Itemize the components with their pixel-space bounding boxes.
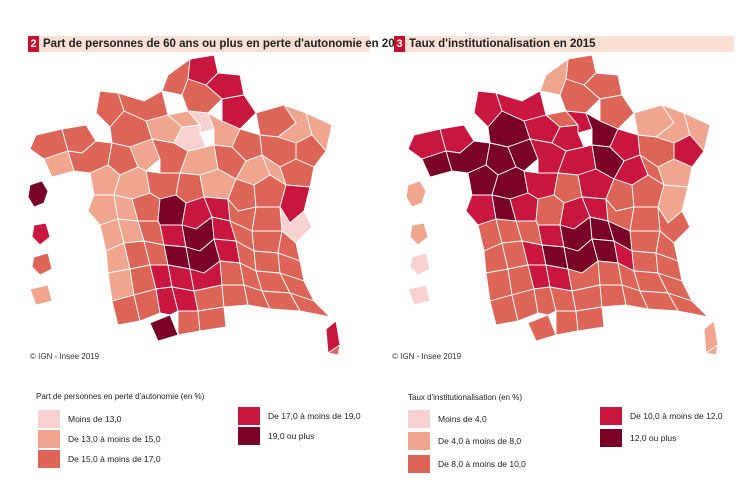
region <box>409 222 429 246</box>
legend-swatch <box>38 450 60 468</box>
region <box>565 110 593 134</box>
region <box>535 194 565 226</box>
legend-swatch <box>38 430 60 448</box>
region <box>221 94 257 130</box>
region <box>507 138 539 172</box>
left-map-title: Part de personnes de 60 ans ou plus en p… <box>43 38 408 50</box>
region <box>667 292 709 318</box>
legend-label: De 17,0 à moins de 19,0 <box>268 411 361 421</box>
legend-label: Moins de 13,0 <box>68 414 122 424</box>
left-map-badge: 2 <box>28 36 39 52</box>
right-legend-title: Taux d'institutionalisation (en %) <box>408 393 523 402</box>
right-map-regions <box>405 55 719 355</box>
region <box>527 314 557 342</box>
region <box>155 286 179 316</box>
region <box>129 138 161 172</box>
left-legend-title: Part de personnes en perte d'autonomie (… <box>36 392 205 401</box>
legend-label: De 15,0 à moins de 17,0 <box>68 454 161 464</box>
region <box>177 310 201 336</box>
region <box>327 344 341 355</box>
right-map-title: Taux d'institutionalisation en 2015 <box>409 38 596 50</box>
region <box>537 224 565 248</box>
legend-swatch <box>408 410 430 428</box>
legend-swatch <box>408 455 430 473</box>
region <box>599 94 635 130</box>
right-map-credit: © IGN - Insee 2019 <box>392 352 462 361</box>
region <box>631 250 659 274</box>
left-map-title-bar: 2 Part de personnes de 60 ans ou plus en… <box>28 36 407 52</box>
legend-swatch <box>600 407 622 425</box>
region <box>657 158 693 188</box>
region <box>157 194 187 226</box>
legend-label: De 10,0 à moins de 12,0 <box>630 411 723 421</box>
legend-label: 19,0 ou plus <box>268 431 315 441</box>
right-map-panel: 3 Taux d'institutionalisation en 2015 <box>378 0 750 500</box>
region <box>599 284 627 308</box>
region <box>289 292 331 318</box>
region <box>575 306 605 332</box>
region <box>279 158 315 188</box>
legend-label: Moins de 4,0 <box>438 414 487 424</box>
left-map-regions <box>27 55 341 355</box>
legend-label: De 4,0 à moins de 8,0 <box>438 436 522 446</box>
legend-swatch <box>38 410 60 428</box>
region <box>253 250 281 274</box>
region <box>221 284 249 308</box>
region <box>149 314 179 342</box>
legend-swatch <box>600 429 622 447</box>
region <box>159 224 187 248</box>
legend-swatch <box>408 432 430 450</box>
region <box>409 252 431 276</box>
region <box>533 286 557 316</box>
legend-swatch <box>238 427 260 445</box>
left-france-map <box>27 55 341 355</box>
right-france-map <box>405 55 719 355</box>
left-map-credit: © IGN - Insee 2019 <box>30 352 100 361</box>
right-map-title-bar: 3 Taux d'institutionalisation en 2015 <box>394 36 734 52</box>
left-map-panel: 2 Part de personnes de 60 ans ou plus en… <box>0 0 407 500</box>
region <box>29 284 53 306</box>
region <box>629 230 661 254</box>
region <box>251 206 283 232</box>
region <box>187 110 215 134</box>
legend-swatch <box>238 407 260 425</box>
legend-label: De 8,0 à moins de 10,0 <box>438 459 526 469</box>
region <box>27 180 49 208</box>
region <box>251 230 283 254</box>
legend-label: 12,0 ou plus <box>630 433 677 443</box>
legend-label: De 13,0 à moins de 15,0 <box>68 434 161 444</box>
region <box>31 222 51 246</box>
region <box>629 206 661 232</box>
region <box>705 344 719 355</box>
region <box>197 306 227 332</box>
region <box>407 284 431 306</box>
region <box>31 252 53 276</box>
region <box>555 310 579 336</box>
region <box>405 180 427 208</box>
right-map-badge: 3 <box>394 36 405 52</box>
